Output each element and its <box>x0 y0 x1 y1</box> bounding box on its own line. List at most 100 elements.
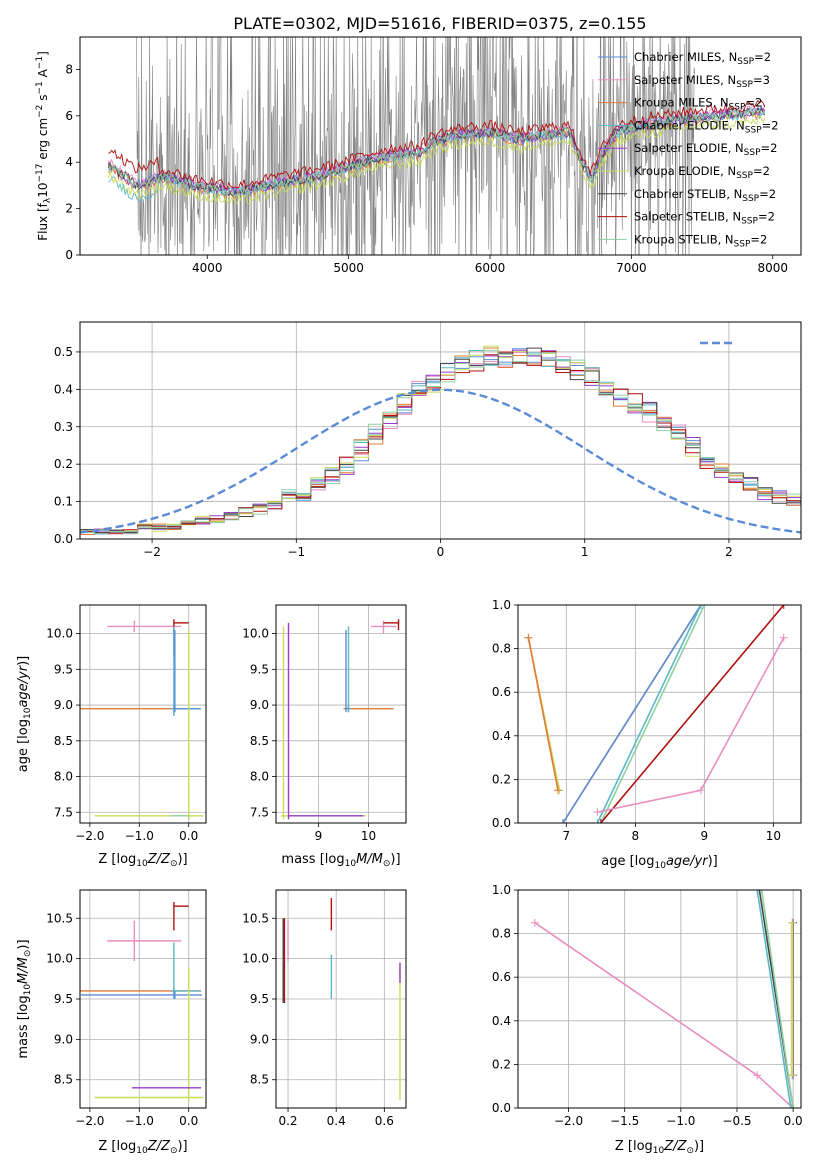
y-tick-label: 10.0 <box>46 952 73 966</box>
weight-line-chabrier-elodie <box>756 890 792 1108</box>
age-mass-panel: 9 10 7.5 8.0 8.5 9.0 9.5 10.0 mass [log10M/M⊙)] <box>242 604 407 869</box>
x-tick-label: 10 <box>361 829 376 843</box>
y-tick-label: 0.4 <box>492 1014 511 1028</box>
x-tick-label: 10 <box>766 829 781 843</box>
plot-area <box>80 902 204 1102</box>
y-tick-label: 8.0 <box>250 770 269 784</box>
residuals-panel: −2 −1 0 1 2 0.0 0.1 0.2 0.3 0.4 0.5 <box>54 321 802 559</box>
y-tick-label: 8.5 <box>250 1073 269 1087</box>
x-tick-label: −1.0 <box>125 1114 154 1128</box>
model-line-kroupa-elodie <box>107 115 766 205</box>
axis-label: Z [log10Z/Z⊙)] <box>615 1139 704 1156</box>
y-tick-label: 0.2 <box>54 457 73 471</box>
model-line-salpeter-elodie <box>107 106 766 195</box>
axis-label: Z [log10Z/Z⊙)] <box>98 852 187 869</box>
y-tick-label: 0.6 <box>492 685 511 699</box>
weight-marker <box>558 819 567 823</box>
legend-label: Salpeter ELODIE, NSSP=2 <box>634 141 777 158</box>
y-tick-label: 9.0 <box>54 1032 73 1046</box>
mass-ebv-panel: 0.2 0.4 0.6 8.5 9.0 9.5 10.0 10.5 <box>242 889 407 1128</box>
weight-marker <box>779 605 788 609</box>
y-tick-label: 7.5 <box>250 805 269 819</box>
x-tick-label: −2 <box>143 545 161 559</box>
y-tick-label: 9.0 <box>250 698 269 712</box>
y-tick-label: 9.0 <box>250 1032 269 1046</box>
axes-frame <box>517 604 802 824</box>
data-spectrum <box>136 37 695 255</box>
x-tick-label: 6000 <box>475 261 506 275</box>
y-tick-label: 6 <box>65 109 73 123</box>
y-tick-label: 9.5 <box>54 992 73 1006</box>
y-tick-label: 10.0 <box>46 627 73 641</box>
x-tick-label: −1.5 <box>610 1114 639 1128</box>
x-tick-label: −1.0 <box>125 829 154 843</box>
weight-marker <box>786 1104 795 1108</box>
plot-area <box>107 37 766 255</box>
x-tick-label: 5000 <box>333 261 364 275</box>
y-tick-label: 0.2 <box>492 1057 511 1071</box>
model-line-chabrier-stelib <box>107 107 766 197</box>
plot-area <box>282 898 401 1100</box>
y-axis-label: Flux [fλ10−17 erg cm−2 s−1 A−1] <box>35 51 53 241</box>
weight-marker <box>530 918 539 927</box>
weight-marker <box>593 819 602 823</box>
axes-frame <box>275 604 407 824</box>
weight-marker <box>696 605 705 609</box>
x-tick-label: 0.0 <box>179 1114 198 1128</box>
weight-line-kroupa-stelib <box>600 605 706 823</box>
y-tick-label: 9.5 <box>54 662 73 676</box>
weight-line-kroupa-stelib <box>760 890 794 1108</box>
x-tick-label: 2 <box>725 545 733 559</box>
weight-line-kroupa-miles <box>527 637 559 791</box>
weight-marker <box>789 1104 798 1108</box>
y-tick-label: 8.5 <box>54 734 73 748</box>
y-tick-label: 10.0 <box>242 627 269 641</box>
weight-marker <box>753 890 762 894</box>
axis-label: Z [log10Z/Z⊙)] <box>98 1139 187 1156</box>
weight-marker <box>554 786 563 795</box>
weight-marker <box>755 890 764 894</box>
weight-age-panel: 7 8 9 10 0.0 0.2 0.4 0.6 0.8 1.0 age [log10age/yr)… <box>492 598 802 871</box>
legend-label: Kroupa STELIB, NSSP=2 <box>634 232 767 249</box>
weight-line-salpeter-miles <box>534 922 794 1108</box>
weight-marker <box>596 819 605 823</box>
weight-marker <box>788 918 797 927</box>
y-tick-label: 0.2 <box>492 772 511 786</box>
y-tick-label: 8.5 <box>250 734 269 748</box>
plot-area <box>80 619 204 820</box>
x-tick-label: 1 <box>581 545 589 559</box>
figure-title: PLATE=0302, MJD=51616, FIBERID=0375, z=0… <box>233 14 646 33</box>
y-tick-label: 0.8 <box>492 927 511 941</box>
spectrum-panel: 4000 5000 6000 7000 8000 0 2 4 6 8 Flux [fλ10−17 e… <box>35 36 802 275</box>
y-tick-label: 8 <box>65 62 73 76</box>
y-tick-label: 0.4 <box>54 382 73 396</box>
axis-label: mass [log10M/M⊙)] <box>16 939 33 1058</box>
histogram-kroupa-stelib <box>80 349 801 535</box>
x-tick-label: −2.0 <box>554 1114 583 1128</box>
weight-marker <box>757 890 766 894</box>
y-tick-label: 0.6 <box>492 970 511 984</box>
plot-area <box>80 345 801 535</box>
x-tick-label: −2.0 <box>75 829 104 843</box>
legend-label: Kroupa ELODIE, NSSP=2 <box>634 164 770 181</box>
axes-frame <box>517 889 802 1109</box>
x-tick-label: −2.0 <box>75 1114 104 1128</box>
y-tick-label: 9.5 <box>250 662 269 676</box>
y-tick-label: 0.1 <box>54 495 73 509</box>
y-tick-label: 4 <box>65 155 73 169</box>
axis-label: mass [log10M/M⊙)] <box>281 852 400 869</box>
y-tick-label: 10.0 <box>242 952 269 966</box>
y-tick-label: 0.0 <box>492 816 511 830</box>
axis-label: age [log10age/yr)] <box>601 854 718 871</box>
age-z-panel: −2.0 −1.0 0.0 7.5 8.0 8.5 9.0 9.5 10.0 Z [log10Z/… <box>16 604 207 869</box>
model-line-salpeter-stelib <box>108 99 766 190</box>
x-tick-label: −0.5 <box>722 1114 751 1128</box>
weight-marker <box>524 633 533 642</box>
weight-z-panel: −2.0 −1.5 −1.0 −0.5 0.0 0.0 0.2 0.4 0.6 0.8 1.0 Z [… <box>492 883 803 1156</box>
plot-area <box>530 890 798 1108</box>
x-tick-label: 7 <box>562 829 570 843</box>
weight-line-salpeter-stelib <box>600 605 785 823</box>
x-tick-label: 0.0 <box>179 829 198 843</box>
weight-marker <box>753 1071 762 1080</box>
y-tick-label: 0.0 <box>54 532 73 546</box>
